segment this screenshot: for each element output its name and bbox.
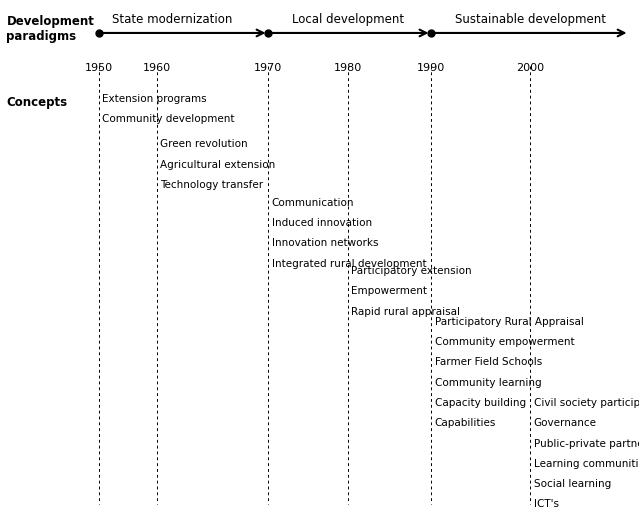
Text: Public-private partnerships: Public-private partnerships xyxy=(534,439,639,449)
Text: Concepts: Concepts xyxy=(6,96,68,110)
Text: Innovation networks: Innovation networks xyxy=(272,238,378,248)
Text: Local development: Local development xyxy=(292,13,404,26)
Text: 1970: 1970 xyxy=(254,63,282,74)
Text: Participatory Rural Appraisal: Participatory Rural Appraisal xyxy=(435,317,583,327)
Text: Social learning: Social learning xyxy=(534,479,611,489)
Text: Communication: Communication xyxy=(272,198,354,208)
Text: 1990: 1990 xyxy=(417,63,445,74)
Text: Green revolution: Green revolution xyxy=(160,139,247,150)
Text: Sustainable development: Sustainable development xyxy=(455,13,606,26)
Text: Development
paradigms: Development paradigms xyxy=(6,15,95,43)
Text: Integrated rural development: Integrated rural development xyxy=(272,259,426,269)
Text: Governance: Governance xyxy=(534,418,597,428)
Text: Civil society participation: Civil society participation xyxy=(534,398,639,408)
Text: 1960: 1960 xyxy=(142,63,171,74)
Text: Capabilities: Capabilities xyxy=(435,418,496,428)
Text: Extension programs: Extension programs xyxy=(102,94,207,104)
Text: ICT's: ICT's xyxy=(534,499,558,507)
Text: State modernization: State modernization xyxy=(112,13,233,26)
Text: 1980: 1980 xyxy=(334,63,362,74)
Text: Community learning: Community learning xyxy=(435,378,541,388)
Text: Empowerment: Empowerment xyxy=(351,286,427,297)
Text: Technology transfer: Technology transfer xyxy=(160,180,263,190)
Text: Rapid rural appraisal: Rapid rural appraisal xyxy=(351,307,461,317)
Text: Agricultural extension: Agricultural extension xyxy=(160,160,275,170)
Text: Induced innovation: Induced innovation xyxy=(272,218,372,228)
Text: 2000: 2000 xyxy=(516,63,544,74)
Text: Farmer Field Schools: Farmer Field Schools xyxy=(435,357,542,368)
Text: Community empowerment: Community empowerment xyxy=(435,337,574,347)
Text: Capacity building: Capacity building xyxy=(435,398,526,408)
Text: Learning communities: Learning communities xyxy=(534,459,639,469)
Text: Participatory extension: Participatory extension xyxy=(351,266,472,276)
Text: 1950: 1950 xyxy=(85,63,113,74)
Text: Community development: Community development xyxy=(102,114,235,124)
